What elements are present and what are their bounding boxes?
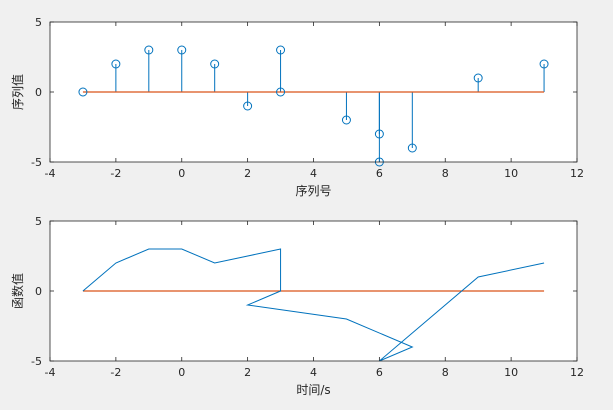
x-tick-label: 12 (570, 167, 584, 180)
x-tick-label: 4 (310, 366, 317, 379)
stem-plot-axes: -4 -2 0 2 4 6 8 10 12 -5 0 5 序列号 序列值 (10, 16, 584, 198)
y-tick-label: 0 (35, 86, 42, 99)
stem-marker (177, 45, 187, 55)
x-tick-label: 6 (376, 167, 383, 180)
x-tick-label: 0 (178, 366, 185, 379)
stem-marker (243, 101, 253, 111)
y-tick-label: 5 (35, 215, 42, 228)
line-plot-axes: -4 -2 0 2 4 6 8 10 12 -5 0 5 时间/s 函数值 (10, 215, 584, 397)
stem-marker (78, 87, 88, 97)
y-tick-label: 5 (35, 16, 42, 29)
stem-marker (341, 115, 351, 125)
x-tick-label: 10 (504, 167, 518, 180)
stem-marker (276, 87, 286, 97)
x-tick-label: -4 (45, 167, 56, 180)
x-axis-label: 序列号 (295, 183, 331, 198)
stem-marker (111, 59, 121, 69)
x-tick-label: 2 (244, 366, 251, 379)
y-tick-label: 0 (35, 285, 42, 298)
x-tick-label: 10 (504, 366, 518, 379)
x-axis-label: 时间/s (296, 383, 330, 397)
x-tick-label: 12 (570, 366, 584, 379)
x-tick-label: 4 (310, 167, 317, 180)
stem-marker (374, 129, 384, 139)
x-tick-label: -2 (110, 167, 121, 180)
y-axis-label: 序列值 (10, 74, 25, 110)
stem-marker (539, 59, 549, 69)
x-tick-label: -2 (110, 366, 121, 379)
stem-marker (473, 73, 483, 83)
axes-frame (49, 220, 578, 362)
stem-marker (407, 143, 417, 153)
stem-marker (210, 59, 220, 69)
x-tick-label: 6 (376, 366, 383, 379)
x-tick-label: 2 (244, 167, 251, 180)
x-tick-label: -4 (45, 366, 56, 379)
stem-marker (276, 45, 286, 55)
x-tick-label: 8 (442, 167, 449, 180)
y-axis-label: 函数值 (10, 273, 25, 309)
y-tick-label: -5 (31, 355, 42, 368)
x-tick-label: 0 (178, 167, 185, 180)
stem-marker (144, 45, 154, 55)
x-tick-label: 8 (442, 366, 449, 379)
y-tick-label: -5 (31, 156, 42, 169)
axes-frame (49, 21, 578, 163)
